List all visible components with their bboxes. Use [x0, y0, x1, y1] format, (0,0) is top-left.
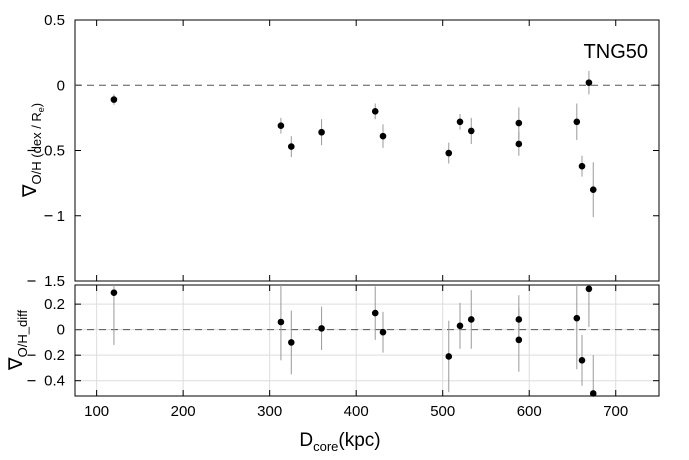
x-axis-label: Dcore(kpc): [299, 430, 380, 454]
data-point: [110, 96, 118, 103]
bottom-grid: [75, 285, 659, 396]
data-point: [456, 118, 464, 126]
top-y-label-unit-close: ): [29, 103, 44, 107]
data-point: [585, 285, 593, 293]
data-point: [589, 390, 597, 397]
x-label-unit: (kpc): [338, 430, 380, 451]
top-y-label-base: ∇: [20, 184, 41, 198]
data-point: [585, 79, 593, 86]
y-tick-label: 0: [57, 77, 65, 94]
y-tick-label: 0.5: [44, 12, 65, 29]
bottom-axis-ticks: 100 200 300 400 500 600 700 0.2 0 0.2 0.4: [27, 285, 659, 420]
top-y-label-unit-open: (dex / R: [29, 112, 44, 161]
y-tick-label: 1.5: [44, 273, 65, 290]
x-tick-label: 300: [257, 403, 282, 420]
model-annotation: TNG50: [584, 41, 648, 63]
top-y-axis-label: ∇O/H (dex / Re): [20, 103, 46, 198]
top-points: [110, 79, 597, 193]
data-point: [515, 140, 523, 148]
data-point: [445, 149, 453, 157]
data-point: [379, 132, 387, 140]
top-panel: 0.5 0 0.5 1 1.5 TNG50 ∇O/H (dex / Re): [20, 12, 660, 290]
x-tick-label: 500: [430, 403, 455, 420]
x-tick-label: 200: [171, 403, 196, 420]
data-point: [287, 143, 295, 150]
y-tick-label: 0: [57, 322, 65, 339]
data-point: [589, 186, 597, 193]
data-point: [445, 353, 453, 360]
data-point: [371, 108, 379, 115]
bottom-y-axis-label: ∇O/H_diff: [6, 310, 30, 372]
bottom-points: [110, 285, 597, 397]
x-label-sub: core: [313, 439, 338, 454]
top-y-label-sub: O/H: [29, 161, 44, 184]
y-tick-label: 0.5: [44, 143, 65, 160]
data-point: [515, 119, 523, 127]
top-panel-frame: [74, 19, 660, 282]
data-point: [578, 162, 586, 170]
data-point: [371, 309, 379, 317]
bottom-y-label-sub: O/H_diff: [15, 310, 30, 358]
data-point: [573, 314, 581, 322]
data-point: [287, 339, 295, 346]
data-point: [277, 122, 285, 130]
top-y-label-unit-sub: e: [36, 107, 46, 112]
bottom-panel-frame: [74, 284, 660, 397]
top-axis-ticks: 0.5 0 0.5 1 1.5: [27, 12, 659, 290]
x-tick-label: 600: [517, 403, 542, 420]
y-tick-label: 1: [57, 208, 65, 225]
data-point: [515, 316, 523, 323]
x-tick-label: 100: [84, 403, 109, 420]
data-point: [456, 322, 464, 330]
data-point: [110, 289, 118, 296]
y-tick-label: 0.2: [44, 347, 65, 364]
data-point: [515, 336, 523, 344]
x-tick-label: 700: [603, 403, 628, 420]
data-point: [467, 316, 475, 323]
data-point: [318, 325, 325, 332]
data-point: [573, 118, 581, 126]
data-point: [277, 318, 285, 326]
data-point: [467, 127, 475, 135]
y-tick-label: 0.4: [44, 373, 65, 390]
data-point: [318, 128, 325, 136]
x-label-base: D: [299, 430, 313, 451]
x-tick-label: 400: [344, 403, 369, 420]
data-point: [379, 328, 387, 336]
bottom-panel: 100 200 300 400 500 600 700 0.2 0 0.2 0.4 ∇O/H_dif…: [6, 284, 660, 454]
data-point: [578, 356, 586, 364]
bottom-y-label-base: ∇: [6, 357, 27, 371]
y-tick-label: 0.2: [44, 296, 65, 313]
